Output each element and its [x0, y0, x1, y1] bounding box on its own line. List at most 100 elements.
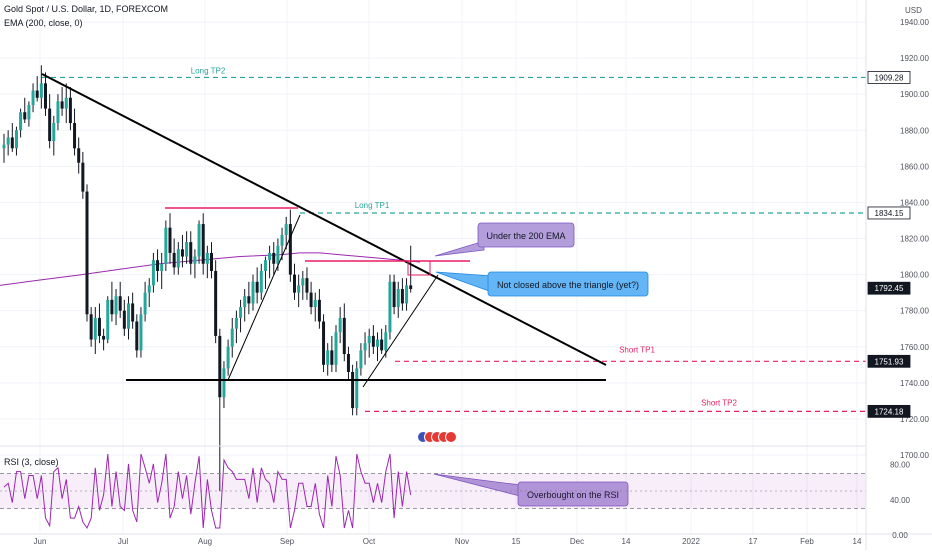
candle-body — [2, 144, 6, 149]
candle-body — [234, 317, 238, 329]
candle-body — [301, 278, 305, 286]
ema-line — [0, 252, 421, 286]
ema-legend[interactable]: EMA (200, close, 0) — [4, 18, 83, 28]
rsi-tick-label: 0.00 — [892, 531, 908, 540]
candle-body — [35, 90, 39, 98]
price-tick-label: 1900.00 — [900, 90, 929, 99]
candle-body — [326, 350, 330, 365]
candle-body — [359, 350, 363, 369]
candle-body — [214, 270, 218, 336]
candle-body — [376, 339, 379, 347]
candle-body — [226, 346, 230, 369]
time-tick-label: Sep — [280, 537, 295, 546]
rsi-tick-label: 80.00 — [890, 461, 911, 470]
flag-icon — [445, 431, 457, 443]
candle-body — [93, 317, 97, 340]
candle-body — [168, 227, 172, 253]
rsi-legend[interactable]: RSI (3, close) — [4, 457, 59, 467]
candle-body — [160, 263, 164, 271]
price-tick-label: 1920.00 — [900, 54, 929, 63]
price-badges: 1909.28 1834.15 1792.45 1751.93 1724.18 — [867, 71, 911, 418]
trendline-drawings — [41, 73, 607, 388]
callout-text: Overbought on the RSI — [527, 490, 619, 500]
candle-body — [293, 274, 296, 293]
price-tick-label: 1780.00 — [900, 307, 929, 316]
candle-body — [251, 281, 255, 304]
candle-body — [197, 224, 201, 257]
candle-body — [239, 307, 243, 318]
price-tick-label: 1940.00 — [900, 18, 929, 27]
rsi-pane — [0, 445, 866, 530]
candle-body — [77, 148, 81, 163]
time-tick-label: 14 — [622, 537, 631, 546]
callout-text: Not closed above the triangle (yet?) — [497, 280, 639, 290]
candle-body — [164, 227, 168, 264]
price-tick-label: 1800.00 — [900, 271, 929, 280]
candle-body — [363, 343, 367, 351]
candle-body — [305, 278, 309, 293]
candle-body — [122, 310, 126, 329]
candle-body — [351, 372, 355, 409]
price-tick-label: 1760.00 — [900, 343, 929, 352]
candle-body — [127, 303, 130, 329]
candle-body — [255, 281, 259, 293]
price-badge-label: 1834.15 — [875, 209, 904, 218]
candle-body — [139, 314, 143, 351]
level-label: Short TP2 — [701, 398, 737, 407]
candle-body — [222, 368, 226, 398]
rsi-tick-label: 40.00 — [890, 496, 911, 505]
candle-body — [371, 335, 375, 347]
candle-body — [39, 83, 43, 98]
time-tick-label: Oct — [363, 537, 376, 546]
annotation-callouts: Under the 200 EMA Not closed above the tr… — [433, 222, 649, 507]
candle-body — [14, 130, 18, 149]
candle-body — [268, 252, 272, 261]
candle-body — [185, 242, 189, 257]
candle-body — [272, 252, 276, 264]
time-tick-label: 17 — [749, 537, 758, 546]
price-badge — [867, 354, 911, 368]
candle-body — [10, 137, 14, 149]
candle-body — [259, 270, 263, 293]
candle-body — [85, 191, 89, 315]
candle-body — [338, 317, 342, 333]
time-tick-label: Dec — [570, 537, 584, 546]
candle-body — [189, 242, 193, 264]
candle-body — [114, 296, 118, 315]
candle-body — [89, 314, 93, 340]
time-tick-label: Nov — [455, 537, 469, 546]
price-tick-label: 1880.00 — [900, 126, 929, 135]
breakout-box — [407, 260, 431, 276]
candle-body — [97, 317, 101, 336]
candle-body — [263, 260, 267, 271]
candle-body — [392, 281, 396, 308]
candle-body — [405, 285, 409, 304]
candle-body — [172, 252, 176, 268]
target-levels: Long TP2 Long TP1 Short TP1 Short TP2 — [42, 66, 866, 412]
symbol-title[interactable]: Gold Spot / U.S. Dollar, 1D, FOREXCOM — [4, 4, 169, 14]
candle-body — [27, 104, 31, 120]
candle-body — [342, 317, 346, 354]
price-tick-label: 1700.00 — [900, 451, 929, 460]
price-tick-label: 1860.00 — [900, 162, 929, 171]
descending-trendline — [41, 73, 607, 366]
candle-body — [102, 335, 106, 340]
candle-body — [52, 123, 56, 142]
candle-body — [400, 289, 404, 304]
time-tick-label: Feb — [800, 537, 814, 546]
candle-body — [322, 321, 326, 365]
candle-body — [346, 353, 350, 373]
price-tick-label: 1840.00 — [900, 198, 929, 207]
candle-body — [210, 252, 213, 271]
callout-pointer — [434, 240, 485, 257]
candle-body — [106, 299, 110, 340]
candle-body — [68, 97, 72, 124]
candle-body — [388, 281, 392, 333]
rising-trendline-1 — [227, 214, 301, 381]
candle-body — [367, 335, 371, 344]
callout-box — [477, 222, 575, 248]
candle-body — [143, 292, 147, 315]
